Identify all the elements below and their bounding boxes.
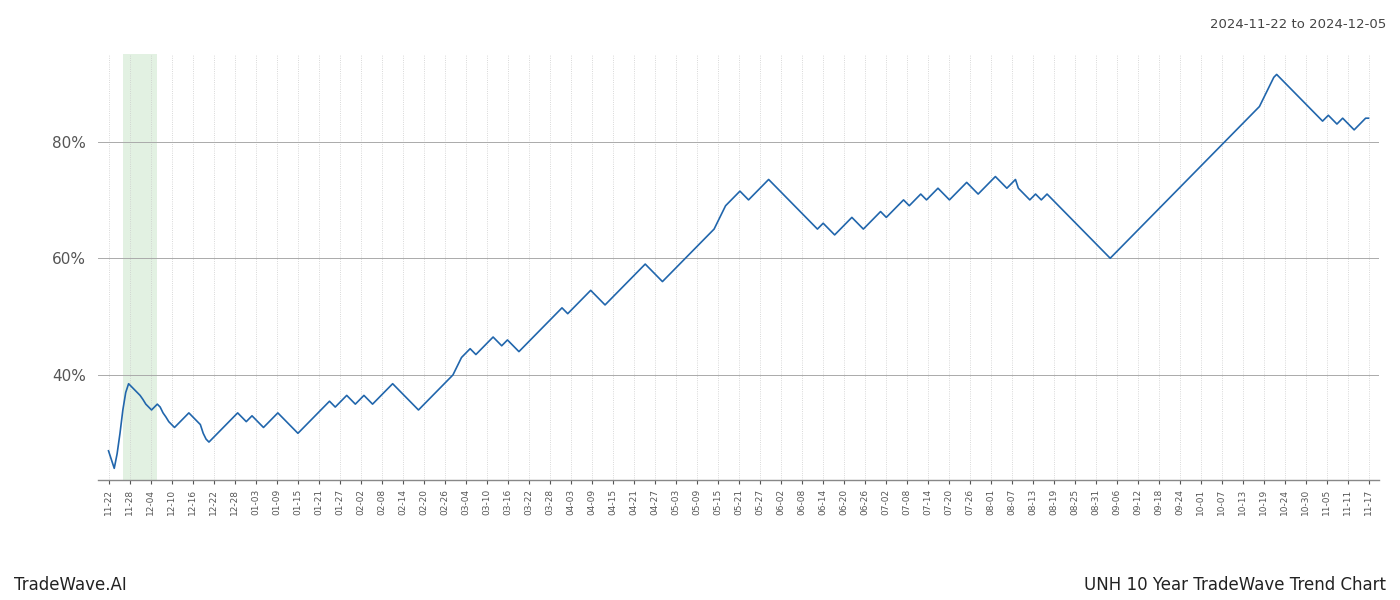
Text: 2024-11-22 to 2024-12-05: 2024-11-22 to 2024-12-05 (1210, 18, 1386, 31)
Text: TradeWave.AI: TradeWave.AI (14, 576, 127, 594)
Bar (123, 54, 157, 480)
Text: UNH 10 Year TradeWave Trend Chart: UNH 10 Year TradeWave Trend Chart (1084, 576, 1386, 594)
